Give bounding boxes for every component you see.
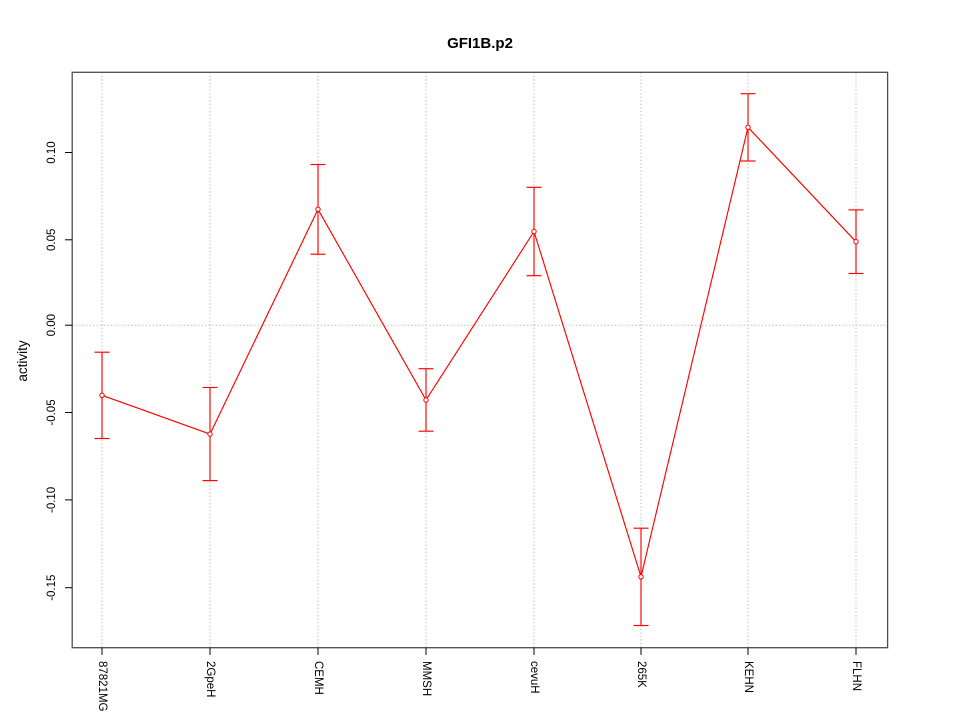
svg-text:KEHN: KEHN xyxy=(742,661,754,693)
svg-text:265K: 265K xyxy=(635,661,647,688)
svg-text:0.10: 0.10 xyxy=(46,141,58,163)
svg-text:-0.15: -0.15 xyxy=(46,575,58,601)
svg-text:cevuH: cevuH xyxy=(528,661,540,694)
svg-text:GFI1B.p2: GFI1B.p2 xyxy=(447,35,513,52)
svg-text:0.00: 0.00 xyxy=(46,314,58,336)
svg-text:-0.05: -0.05 xyxy=(46,399,58,425)
svg-text:MMSH: MMSH xyxy=(420,661,432,696)
svg-text:FLHN: FLHN xyxy=(850,661,862,691)
svg-text:2GpeH: 2GpeH xyxy=(204,661,216,697)
svg-text:87821MG: 87821MG xyxy=(96,661,108,712)
svg-text:-0.10: -0.10 xyxy=(46,487,58,513)
svg-text:0.05: 0.05 xyxy=(46,229,58,251)
svg-text:activity: activity xyxy=(15,340,30,382)
svg-text:CEMH: CEMH xyxy=(312,661,324,695)
